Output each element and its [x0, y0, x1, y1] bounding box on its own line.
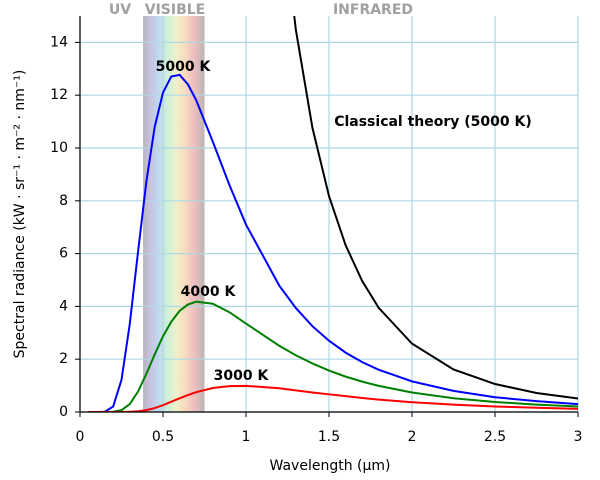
y-tick-label: 6 — [59, 246, 68, 262]
series-label: 5000 K — [156, 59, 212, 75]
y-tick-label: 2 — [59, 351, 68, 367]
x-tick-label: 0 — [76, 429, 85, 445]
y-axis-label: Spectral radiance (kW · sr⁻¹ · m⁻² · nm⁻… — [12, 70, 28, 359]
y-tick-label: 10 — [50, 140, 68, 156]
series-label: 4000 K — [181, 284, 237, 300]
y-tick-label: 14 — [50, 34, 68, 50]
x-tick-label: 2.5 — [484, 429, 506, 445]
y-tick-label: 0 — [59, 404, 68, 420]
region-label: UV — [109, 2, 131, 18]
x-axis-label: Wavelength (μm) — [270, 458, 391, 474]
series-label: 3000 K — [214, 368, 270, 384]
y-tick-label: 12 — [50, 87, 68, 103]
visible-band — [143, 16, 205, 412]
series-line — [293, 16, 578, 400]
x-tick-label: 1.5 — [318, 429, 340, 445]
x-tick-label: 3 — [574, 429, 583, 445]
plot-area — [88, 16, 578, 412]
series-line — [88, 73, 578, 412]
series-label: Classical theory (5000 K) — [334, 114, 532, 130]
x-tick-label: 1 — [242, 429, 251, 445]
region-label: INFRARED — [333, 2, 413, 18]
y-tick-label: 4 — [59, 298, 68, 314]
x-tick-label: 0.5 — [152, 429, 174, 445]
x-tick-label: 2 — [408, 429, 417, 445]
region-label: VISIBLE — [145, 2, 206, 18]
series-line — [88, 300, 578, 412]
y-tick-label: 8 — [59, 193, 68, 209]
